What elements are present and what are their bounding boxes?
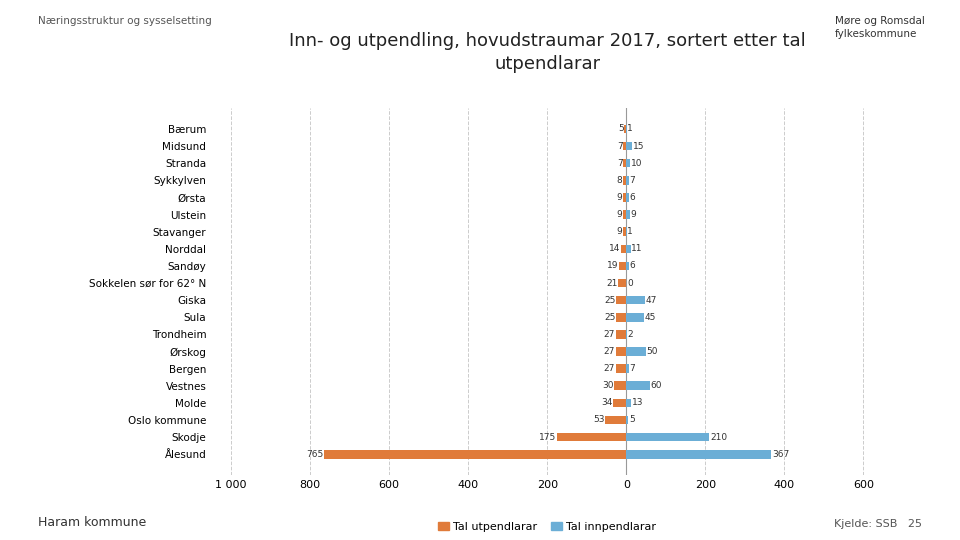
- Text: 6: 6: [629, 261, 635, 271]
- Text: 21: 21: [606, 279, 617, 287]
- Text: 60: 60: [651, 381, 662, 390]
- Bar: [626, 416, 628, 424]
- Bar: [621, 245, 626, 253]
- Bar: [626, 193, 629, 202]
- Bar: [623, 142, 626, 150]
- Bar: [626, 142, 633, 150]
- Text: 15: 15: [633, 141, 644, 151]
- Text: 765: 765: [306, 450, 324, 458]
- Text: 210: 210: [709, 433, 727, 442]
- Text: 2: 2: [628, 330, 634, 339]
- Bar: [614, 381, 626, 390]
- Bar: [626, 245, 631, 253]
- Bar: [626, 159, 630, 167]
- Text: 9: 9: [616, 227, 622, 236]
- Bar: [615, 364, 626, 373]
- Bar: [626, 262, 629, 270]
- Text: 30: 30: [602, 381, 613, 390]
- Text: 9: 9: [631, 210, 636, 219]
- Text: 45: 45: [645, 313, 656, 322]
- Bar: [615, 330, 626, 339]
- Bar: [606, 416, 626, 424]
- Bar: [618, 279, 626, 287]
- Text: 7: 7: [617, 141, 623, 151]
- Bar: [626, 381, 650, 390]
- Bar: [557, 433, 626, 441]
- Bar: [626, 313, 644, 321]
- Bar: [626, 450, 771, 458]
- Text: Næringsstruktur og sysselsetting: Næringsstruktur og sysselsetting: [38, 16, 212, 26]
- Bar: [623, 227, 626, 236]
- Bar: [612, 399, 626, 407]
- Bar: [619, 262, 626, 270]
- Bar: [623, 159, 626, 167]
- Bar: [626, 433, 709, 441]
- Bar: [626, 364, 629, 373]
- Text: Møre og Romsdal
fylkeskommune: Møre og Romsdal fylkeskommune: [835, 16, 925, 39]
- Text: 1: 1: [627, 227, 633, 236]
- Bar: [626, 296, 645, 305]
- Text: 7: 7: [630, 176, 636, 185]
- Text: 7: 7: [630, 364, 636, 373]
- Text: 9: 9: [616, 210, 622, 219]
- Text: 19: 19: [607, 261, 618, 271]
- Text: 175: 175: [540, 433, 557, 442]
- Text: Inn- og utpendling, hovudstraumar 2017, sortert etter tal
utpendlarar: Inn- og utpendling, hovudstraumar 2017, …: [289, 32, 805, 72]
- Text: 47: 47: [645, 296, 657, 305]
- Text: 50: 50: [647, 347, 659, 356]
- Bar: [616, 296, 626, 305]
- Bar: [623, 176, 626, 185]
- Text: 367: 367: [772, 450, 789, 458]
- Text: 10: 10: [631, 159, 642, 168]
- Text: 14: 14: [609, 244, 620, 253]
- Text: 6: 6: [629, 193, 635, 202]
- Legend: Tal utpendlarar, Tal innpendlarar: Tal utpendlarar, Tal innpendlarar: [434, 517, 660, 536]
- Text: 34: 34: [601, 399, 612, 407]
- Bar: [624, 125, 626, 133]
- Text: Haram kommune: Haram kommune: [38, 516, 147, 529]
- Bar: [626, 399, 632, 407]
- Text: 25: 25: [605, 296, 615, 305]
- Text: 7: 7: [617, 159, 623, 168]
- Bar: [626, 210, 630, 219]
- Text: 9: 9: [616, 193, 622, 202]
- Text: Kjelde: SSB   25: Kjelde: SSB 25: [833, 519, 922, 529]
- Text: 8: 8: [616, 176, 622, 185]
- Text: 27: 27: [604, 364, 615, 373]
- Bar: [616, 313, 626, 321]
- Text: 27: 27: [604, 347, 615, 356]
- Bar: [626, 176, 629, 185]
- Text: 11: 11: [632, 244, 642, 253]
- Text: 0: 0: [627, 279, 633, 287]
- Text: 25: 25: [605, 313, 615, 322]
- Bar: [623, 210, 626, 219]
- Text: 27: 27: [604, 330, 615, 339]
- Bar: [324, 450, 626, 458]
- Bar: [623, 193, 626, 202]
- Text: 5: 5: [629, 415, 635, 424]
- Text: 13: 13: [632, 399, 643, 407]
- Bar: [615, 347, 626, 356]
- Text: 53: 53: [593, 415, 605, 424]
- Bar: [626, 347, 646, 356]
- Text: 5: 5: [618, 125, 624, 133]
- Text: 1: 1: [627, 125, 633, 133]
